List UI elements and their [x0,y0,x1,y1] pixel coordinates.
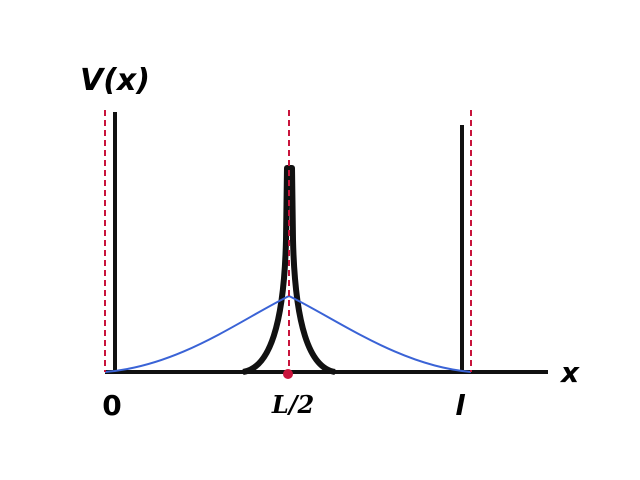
guide-lines [104,110,472,372]
origin-label: 0 [102,389,121,422]
midpoint-dot [283,369,293,379]
midpoint-label: L/2 [271,390,314,419]
y-axis-label: V(x) [80,63,150,98]
peak-potential [242,165,336,375]
end-label: l [455,389,465,422]
x-axis-label: x [559,356,580,389]
